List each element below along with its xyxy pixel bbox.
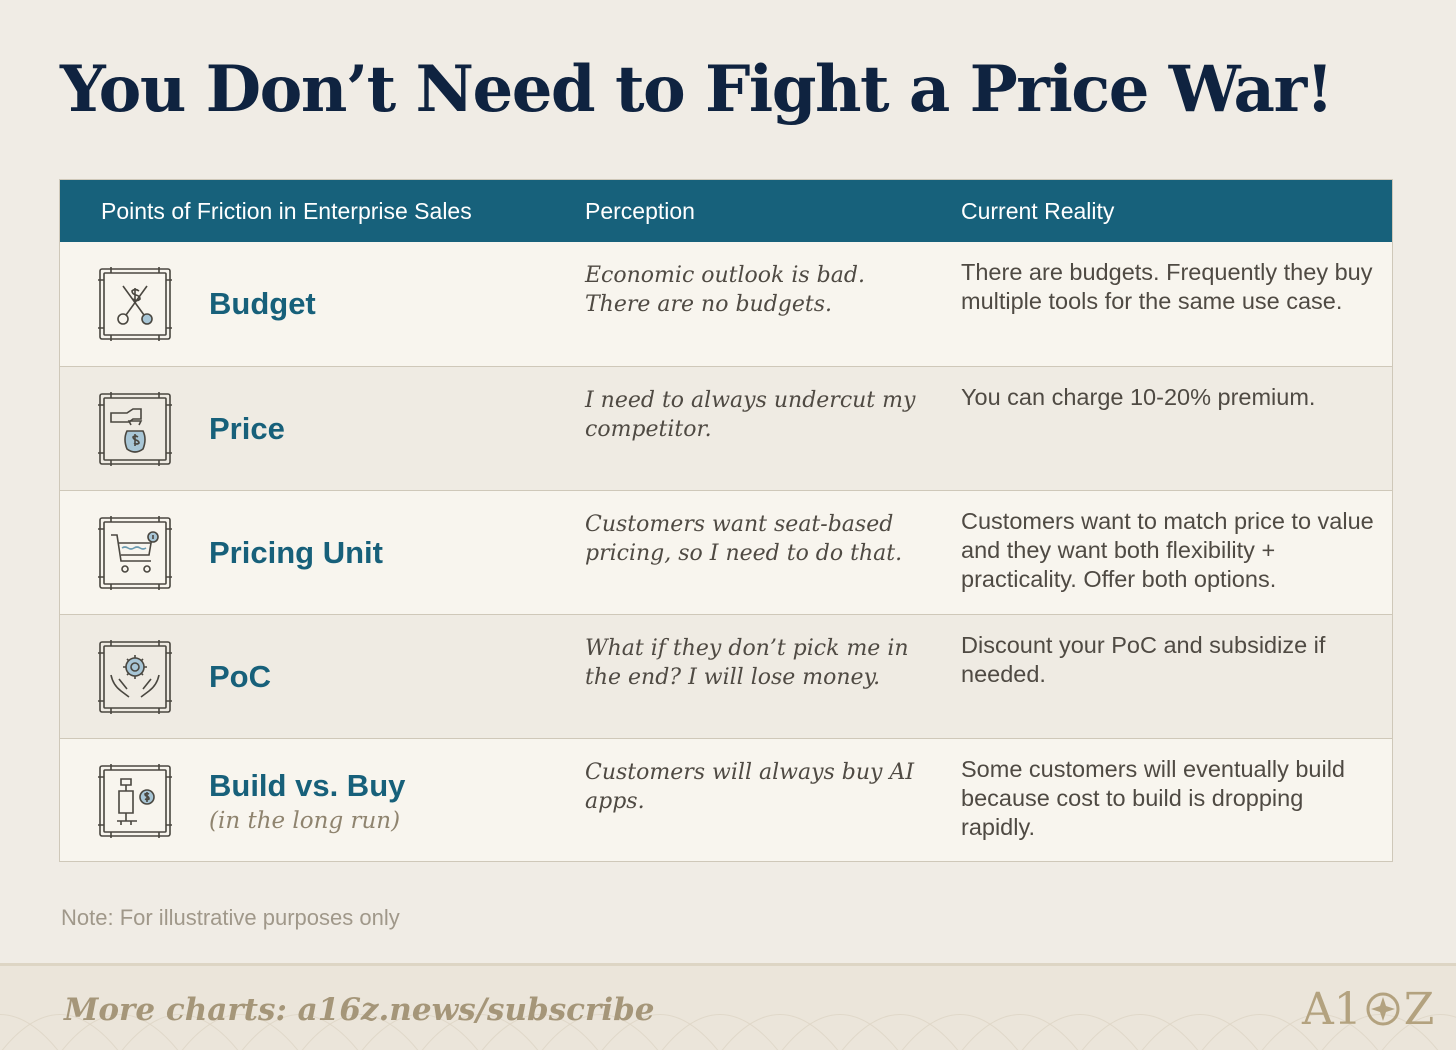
reality-cell: You can charge 10-20% premium. (961, 384, 1316, 410)
row-label: Price (209, 411, 285, 446)
perception-cell: Customers want seat-based pricing, so I … (585, 512, 903, 566)
table-row-budget: Budget Economic outlook is bad. There ar… (60, 242, 1392, 366)
friction-table: Points of Friction in Enterprise Sales P… (59, 179, 1393, 862)
row-label: PoC (209, 659, 271, 694)
footer: More charts: a16z.news/subscribe A1 Z (0, 963, 1456, 1050)
row-sublabel: (in the long run) (209, 808, 401, 834)
footer-link[interactable]: More charts: a16z.news/subscribe (64, 992, 655, 1028)
a16z-logo-icon (1366, 992, 1400, 1026)
build-buy-icon (97, 763, 173, 839)
note-text: Note: For illustrative purposes only (61, 905, 400, 930)
row-label: Build vs. Buy (209, 768, 406, 803)
perception-cell: Customers will always buy AI apps. (585, 760, 915, 814)
header-points-of-friction: Points of Friction in Enterprise Sales (101, 198, 472, 224)
perception-cell: Economic outlook is bad. There are no bu… (585, 263, 865, 317)
hand-money-bag-icon (97, 391, 173, 467)
hands-gear-icon (97, 639, 173, 715)
reality-cell: Some customers will eventually build bec… (961, 756, 1345, 840)
a16z-logo: A1 Z (1302, 983, 1435, 1035)
reality-cell: Discount your PoC and subsidize if neede… (961, 632, 1326, 687)
footer-pattern (0, 1014, 1456, 1050)
table-row-price: Price I need to always undercut my compe… (60, 366, 1392, 490)
logo-text-right: Z (1403, 983, 1435, 1035)
header-perception: Perception (585, 198, 695, 224)
perception-cell: I need to always undercut my competitor. (585, 388, 916, 442)
reality-cell: There are budgets. Frequently they buy m… (961, 259, 1373, 314)
row-label: Pricing Unit (209, 535, 383, 570)
perception-cell: What if they don’t pick me in the end? I… (585, 636, 909, 690)
logo-text-left: A1 (1302, 983, 1362, 1035)
table-header: Points of Friction in Enterprise Sales P… (60, 180, 1392, 242)
header-current-reality: Current Reality (961, 198, 1115, 224)
shopping-cart-icon (97, 515, 173, 591)
scissors-dollar-icon (97, 266, 173, 342)
page-title: You Don’t Need to Fight a Price War! (60, 52, 1334, 127)
table-row-poc: PoC What if they don’t pick me in the en… (60, 614, 1392, 738)
table-row-build-vs-buy: Build vs. Buy (in the long run) Customer… (60, 738, 1392, 862)
row-label: Budget (209, 286, 316, 321)
reality-cell: Customers want to match price to value a… (961, 508, 1374, 592)
table-row-pricing-unit: Pricing Unit Customers want seat-based p… (60, 490, 1392, 614)
